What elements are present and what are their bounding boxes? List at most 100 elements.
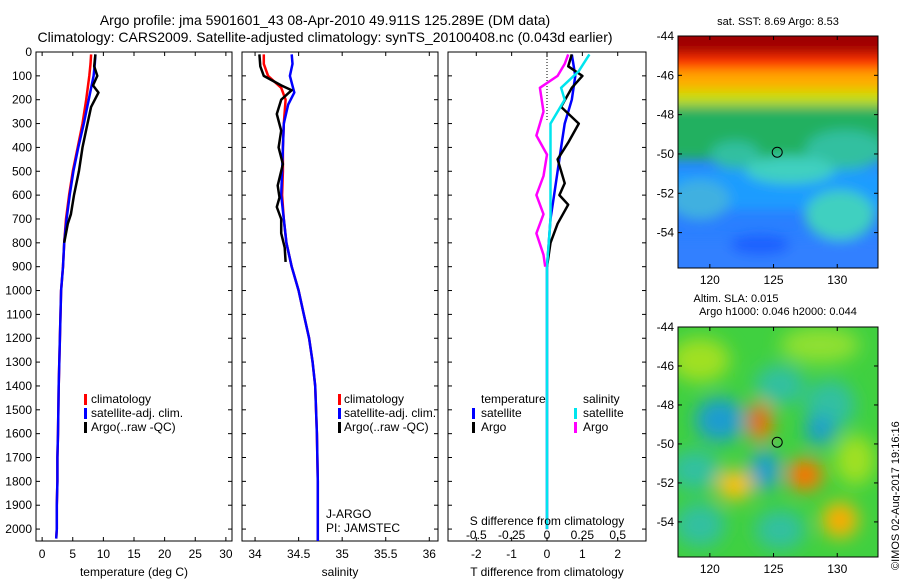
- y-tick-label: 200: [12, 93, 32, 107]
- x-tick-label: 36: [423, 547, 437, 561]
- y-tick-label: 1500: [5, 403, 32, 417]
- temperature-legend: climatology satellite-adj. clim. Argo(..…: [84, 392, 183, 434]
- s-tick-label: -0.5: [466, 528, 487, 542]
- difference-legend: temperature satellite Argo salinity sate…: [472, 392, 624, 434]
- y-tick-label: 800: [12, 236, 32, 250]
- y-tick-label: 1400: [5, 379, 32, 393]
- legend-label-t-argo: Argo: [481, 420, 507, 434]
- legend-label-argo: Argo(..raw -QC): [91, 420, 176, 434]
- y-tick-label: 1600: [5, 427, 32, 441]
- sla-map-panel: Altim. SLA: 0.015 Argo h1000: 0.046 h200…: [657, 293, 879, 576]
- salinity-depth-ticks: [242, 51, 438, 530]
- legend-title-salinity: salinity: [583, 392, 620, 406]
- y-tick-label: 1700: [5, 451, 32, 465]
- y-tick-label: 500: [12, 164, 32, 178]
- y-tick-label: 600: [12, 188, 32, 202]
- sst-map-frame: [677, 35, 879, 269]
- sst-map-panel: sat. SST: 8.69 Argo: 8.53 120 125 130 -44: [657, 16, 879, 287]
- legend-swatch-argo: [338, 422, 341, 433]
- legend-label-climatology: climatology: [344, 392, 404, 406]
- series-line-argo-raw-qc-: [258, 54, 293, 262]
- y-tick-label: 900: [12, 260, 32, 274]
- y-tick-label: 300: [12, 117, 32, 131]
- sst-map-field: [678, 36, 878, 268]
- temperature-x-ticks: 0 5 10 15 20 25 30: [39, 52, 233, 561]
- lat-tick-label: -44: [657, 29, 675, 43]
- x-tick-label: 20: [158, 547, 172, 561]
- sla-map-field: [678, 327, 878, 557]
- y-tick-label: 1800: [5, 474, 32, 488]
- legend-label-climatology: climatology: [91, 392, 151, 406]
- lon-tick-label: 125: [764, 562, 784, 576]
- legend-label-s-satellite: satellite: [583, 406, 624, 420]
- lat-tick-label: -52: [657, 186, 675, 200]
- legend-swatch-argo: [84, 422, 87, 433]
- series-line-satellite-adj-clim-: [279, 54, 320, 541]
- s-tick-label: -0.25: [498, 528, 526, 542]
- lat-tick-label: -46: [657, 359, 675, 373]
- legend-title-temperature: temperature: [481, 392, 546, 406]
- y-tick-label: 1000: [5, 284, 32, 298]
- temperature-panel: 0 5 10 15 20 25 30 0 100 200 300 400 500 600 700 800 90…: [5, 45, 233, 579]
- salinity-x-label: salinity: [322, 565, 359, 579]
- figure-title-line2: Climatology: CARS2009. Satellite-adjuste…: [37, 29, 613, 45]
- lon-tick-label: 130: [827, 562, 847, 576]
- difference-series: [535, 53, 591, 530]
- y-tick-label: 700: [12, 212, 32, 226]
- sla-map-title-line2: Argo h1000: 0.046 h2000: 0.044: [699, 306, 857, 318]
- copyright-credit: ©IMOS 02-Aug-2017 19:16:16: [890, 421, 900, 570]
- x-tick-label: 35.5: [374, 547, 398, 561]
- sst-longitude-ticks: 120 125 130: [700, 36, 848, 287]
- legend-label-t-satellite: satellite: [481, 406, 522, 420]
- x-tick-label: 10: [97, 547, 111, 561]
- s-tick-label: 0: [544, 528, 551, 542]
- legend-label-s-argo: Argo: [583, 420, 609, 434]
- float-pi-annotation: PI: JAMSTEC: [326, 521, 400, 535]
- x-tick-label: 30: [219, 547, 233, 561]
- x-tick-label: 1: [579, 547, 586, 561]
- lat-tick-label: -52: [657, 476, 675, 490]
- sla-longitude-ticks: 120 125 130: [700, 327, 848, 576]
- temperature-x-label: temperature (deg C): [80, 565, 188, 579]
- y-tick-label: 100: [12, 69, 32, 83]
- x-tick-label: -2: [471, 547, 482, 561]
- y-tick-label: 400: [12, 140, 32, 154]
- x-tick-label: 34: [248, 547, 262, 561]
- lat-tick-label: -46: [657, 68, 675, 82]
- s-difference-label: S difference from climatology: [470, 514, 625, 528]
- series-line-satellite-adj-clim-: [54, 54, 97, 539]
- salinity-panel: 34 34.5 35 35.5 36 salinity climatology sate…: [241, 51, 439, 579]
- legend-swatch-satellite: [84, 408, 87, 419]
- x-tick-label: 0: [39, 547, 46, 561]
- y-tick-label: 2000: [5, 522, 32, 536]
- y-tick-label: 0: [25, 45, 32, 59]
- lat-tick-label: -50: [657, 437, 675, 451]
- series-line-temperature-argo: [545, 54, 584, 267]
- legend-swatch-s-argo: [574, 422, 577, 433]
- legend-label-argo: Argo(..raw -QC): [344, 420, 429, 434]
- sla-latitude-ticks: -44 -46 -48 -50 -52 -54: [657, 320, 878, 529]
- legend-swatch-satellite: [338, 408, 341, 419]
- sst-map-title: sat. SST: 8.69 Argo: 8.53: [717, 16, 839, 28]
- sla-map-frame: [677, 326, 879, 558]
- temperature-plot-frame: [35, 51, 233, 542]
- difference-depth-ticks: [448, 51, 646, 530]
- y-tick-label: 1300: [5, 355, 32, 369]
- depth-y-ticks: 0 100 200 300 400 500 600 700 800 900 1000 1100 1200…: [5, 45, 232, 536]
- lat-tick-label: -50: [657, 147, 675, 161]
- argo-location-marker: [771, 436, 783, 448]
- sst-latitude-ticks: -44 -46 -48 -50 -52 -54: [657, 29, 878, 240]
- lon-tick-label: 120: [700, 562, 720, 576]
- legend-swatch-t-argo: [472, 422, 475, 433]
- lon-tick-label: 130: [827, 273, 847, 287]
- lon-tick-label: 120: [700, 273, 720, 287]
- y-tick-label: 1900: [5, 498, 32, 512]
- y-tick-label: 1100: [6, 307, 32, 321]
- argo-location-marker: [771, 146, 783, 158]
- series-line-salinity-satellite: [545, 53, 591, 530]
- salinity-legend: climatology satellite-adj. clim. Argo(..…: [338, 392, 436, 434]
- y-tick-label: 1200: [5, 331, 32, 345]
- sla-map-title-line1: Altim. SLA: 0.015: [694, 293, 779, 305]
- legend-label-satellite: satellite-adj. clim.: [344, 406, 436, 420]
